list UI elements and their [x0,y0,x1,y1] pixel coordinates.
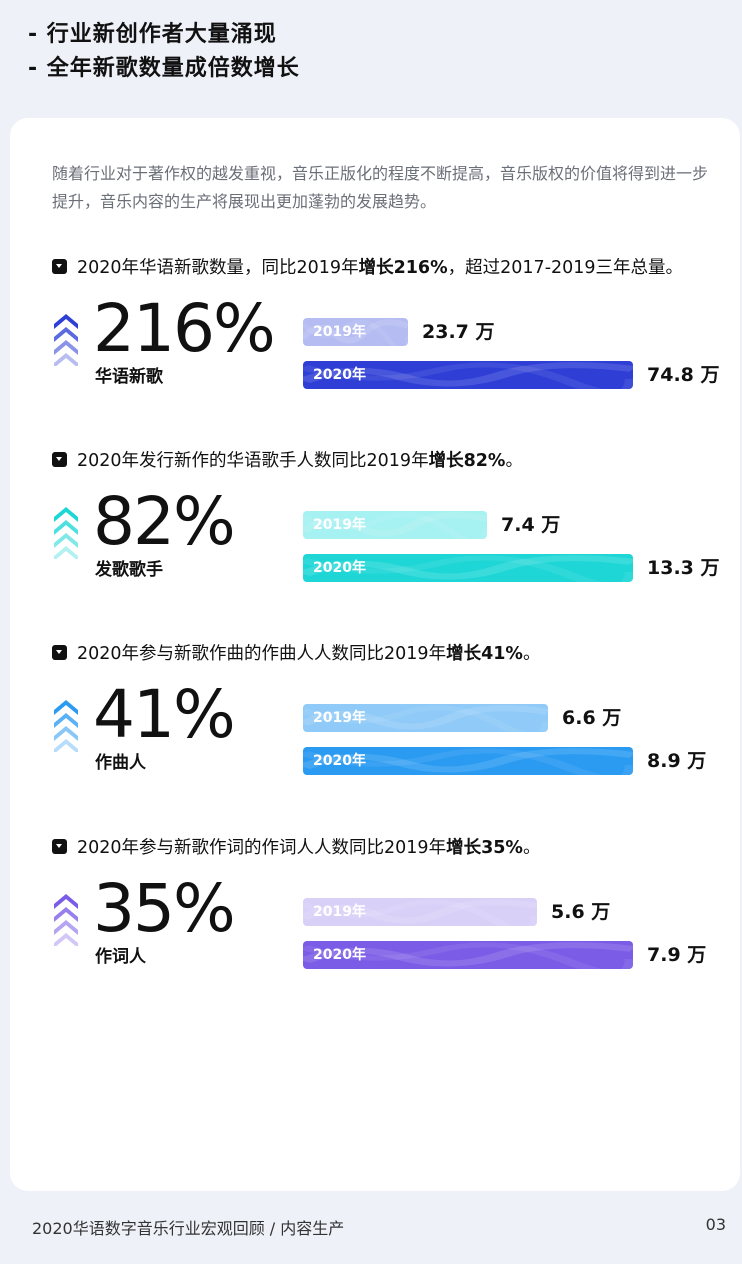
bar-pattern [303,942,633,969]
statement-tail: 。 [522,644,541,664]
section-statement: 2020年参与新歌作曲的作曲人人数同比2019年增长41%。 [52,642,540,666]
bar-value-label: 7.9 万 [647,944,707,966]
statement-text: 2020年参与新歌作曲的作曲人人数同比2019年 [77,644,447,664]
section-statement: 2020年发行新作的华语歌手人数同比2019年增长82%。 [52,449,523,473]
growth-percent: 216% [93,290,276,367]
caret-box-icon [52,839,67,854]
bar-value-label: 5.6 万 [551,901,611,923]
statement-tail: ，超过2017-2019三年总量。 [447,258,684,278]
bar-value-label: 6.6 万 [562,707,622,729]
content-card [10,118,740,1191]
statement-highlight: 增长35% [446,838,523,858]
bar-value-label: 13.3 万 [647,557,720,579]
bar-2020: 2020年 [303,941,633,969]
bar-pattern [303,748,633,775]
section-statement: 2020年参与新歌作词的作词人人数同比2019年增长35%。 [52,836,540,860]
bar-2019: 2019年 [303,898,537,926]
intro-paragraph: 随着行业对于著作权的越发重视，音乐正版化的程度不断提高，音乐版权的价值将得到进一… [52,164,709,211]
bar-value-label: 23.7 万 [422,321,495,343]
bar-year-label: 2020年 [313,560,366,576]
growth-percent: 41% [93,676,236,753]
caret-box-icon [52,452,67,467]
bar-pattern [303,899,537,926]
caret-box-icon [52,259,67,274]
bar-pattern [303,362,633,389]
bar-value-label: 8.9 万 [647,750,707,772]
bar-2019: 2019年 [303,704,548,732]
growth-percent: 82% [93,483,236,560]
bar-year-label: 2019年 [313,710,366,726]
caret-box-icon [52,645,67,660]
statement-tail: 。 [505,451,523,471]
bar-year-label: 2020年 [313,947,366,963]
bar-value-label: 74.8 万 [647,364,720,386]
statement-text: 2020年发行新作的华语歌手人数同比2019年 [77,451,429,471]
statement-tail: 。 [522,838,541,858]
bar-2020: 2020年 [303,361,633,389]
metric-label: 华语新歌 [95,367,163,387]
heading-1: - 行业新创作者大量涌现 [28,22,277,47]
bar-year-label: 2020年 [313,753,366,769]
statement-text: 2020年华语新歌数量，同比2019年 [77,258,359,278]
bar-2019: 2019年 [303,318,408,346]
metric-label: 作词人 [95,947,146,967]
footer-title: 2020华语数字音乐行业宏观回顾 / 内容生产 [32,1219,345,1238]
statement-highlight: 增长82% [428,451,506,471]
chevrons-up-icon [52,310,80,366]
bar-2019: 2019年 [303,511,487,539]
growth-percent: 35% [93,870,236,947]
bar-2020: 2020年 [303,554,633,582]
bar-pattern [303,512,487,539]
heading-2: - 全年新歌数量成倍数增长 [28,56,300,81]
chevrons-up-icon [52,503,80,559]
bar-pattern [303,705,548,732]
bar-2020: 2020年 [303,747,633,775]
page-number: 03 [705,1215,726,1234]
statement-highlight: 增长216% [358,258,448,278]
metric-label: 发歌歌手 [95,560,163,580]
bar-year-label: 2020年 [313,367,366,383]
statement-text: 2020年参与新歌作词的作词人人数同比2019年 [77,838,447,858]
metric-label: 作曲人 [95,753,146,773]
bar-year-label: 2019年 [313,517,366,533]
bar-value-label: 7.4 万 [501,514,561,536]
bar-pattern [303,555,633,582]
page-headings: - 行业新创作者大量涌现 - 全年新歌数量成倍数增长 [28,18,300,86]
bar-year-label: 2019年 [313,324,366,340]
chevrons-up-icon [52,890,80,946]
chevrons-up-icon [52,696,80,752]
section-statement: 2020年华语新歌数量，同比2019年增长216%，超过2017-2019三年总… [52,256,683,280]
bar-year-label: 2019年 [313,904,366,920]
bar-pattern [303,319,408,346]
statement-highlight: 增长41% [446,644,523,664]
